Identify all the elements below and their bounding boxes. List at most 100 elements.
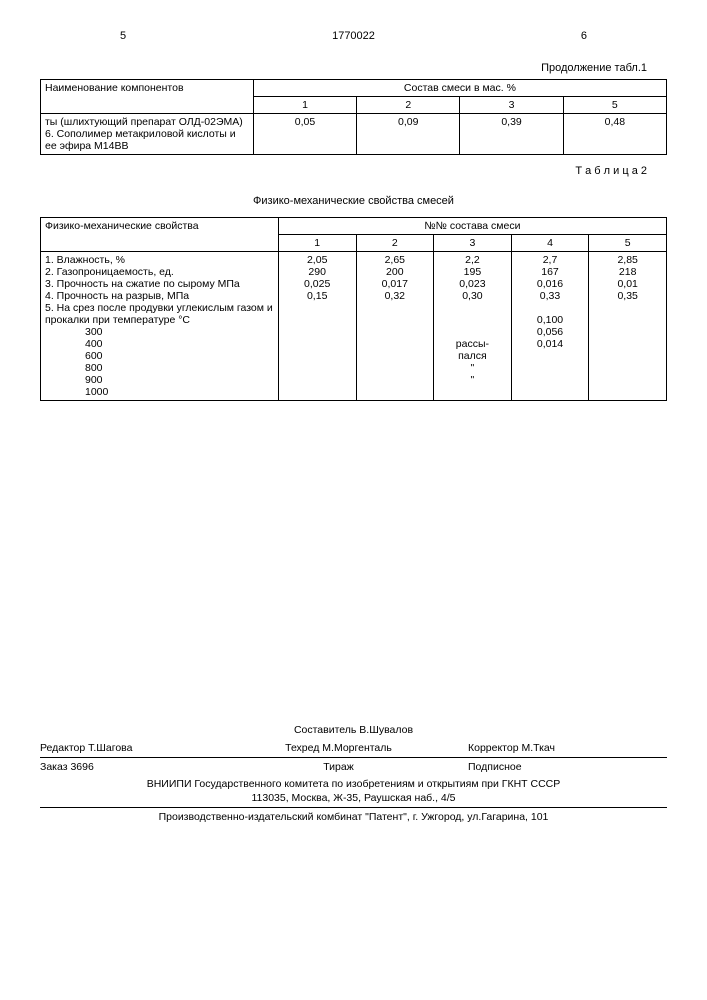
t1-cell: 0,09 <box>357 114 460 155</box>
t2-cell <box>516 362 585 374</box>
t2-cell: рассы- <box>438 338 507 350</box>
t2-names: 1. Влажность, %2. Газопроницаемость, ед.… <box>41 252 279 401</box>
tehred: Техред М.Моргенталь <box>239 742 438 754</box>
t1-col: 1 <box>253 97 356 114</box>
table-1: Наименование компонентов Состав смеси в … <box>40 79 667 155</box>
table2-title: Физико-механические свойства смесей <box>40 195 667 207</box>
table-2: Физико-механические свойства №№ состава … <box>40 217 667 401</box>
publisher: Производственно-издательский комбинат "П… <box>40 811 667 823</box>
t2-cell: 2,65 <box>361 254 430 266</box>
t2-cell <box>283 362 352 374</box>
t2-cell: 0,30 <box>438 290 507 302</box>
t2-cell: 0,023 <box>438 278 507 290</box>
t2-valcol: 2,71670,0160,33 0,1000,0560,014 <box>511 252 589 401</box>
t2-col: 3 <box>434 235 512 252</box>
t1-col: 2 <box>357 97 460 114</box>
t2-cell: " <box>438 374 507 386</box>
t2-head-name: Физико-механические свойства <box>41 218 279 252</box>
t2-cell: 0,100 <box>516 314 585 326</box>
t2-row-name: 4. Прочность на разрыв, МПа <box>45 290 274 302</box>
t2-cell <box>283 314 352 326</box>
t2-cell <box>283 374 352 386</box>
t2-cell <box>438 326 507 338</box>
t2-cell <box>361 362 430 374</box>
editor: Редактор Т.Шагова <box>40 742 239 754</box>
t2-cell: 167 <box>516 266 585 278</box>
t2-cell <box>283 338 352 350</box>
t2-col: 5 <box>589 235 667 252</box>
t2-cell <box>361 326 430 338</box>
page-header: 5 1770022 6 <box>120 30 587 42</box>
t2-row-name: 300 <box>45 326 274 338</box>
t2-row-name: 1. Влажность, % <box>45 254 274 266</box>
t2-cell <box>516 302 585 314</box>
t1-col: 5 <box>563 97 666 114</box>
t2-col: 1 <box>278 235 356 252</box>
t2-cell <box>593 362 662 374</box>
t2-cell: 0,056 <box>516 326 585 338</box>
t2-cell <box>593 314 662 326</box>
t2-cell: 0,15 <box>283 290 352 302</box>
compiler: Составитель В.Шувалов <box>249 724 458 736</box>
t2-cell: 2,7 <box>516 254 585 266</box>
t2-row-name: 800 <box>45 362 274 374</box>
t2-row-name: 5. На срез после продувки углекислым газ… <box>45 302 274 326</box>
t2-col: 4 <box>511 235 589 252</box>
t2-cell: 0,017 <box>361 278 430 290</box>
t2-cell <box>593 374 662 386</box>
t2-cell <box>361 338 430 350</box>
t2-cell: 0,32 <box>361 290 430 302</box>
t1-row-name: ты (шлихтующий препарат ОЛД-02ЭМА) 6. Со… <box>41 114 254 155</box>
t2-row-name: 2. Газопроницаемость, ед. <box>45 266 274 278</box>
footer: Составитель В.Шувалов Редактор Т.Шагова … <box>40 721 667 826</box>
t1-cell: 0,39 <box>460 114 563 155</box>
t2-cell: 0,016 <box>516 278 585 290</box>
t2-cell: 0,025 <box>283 278 352 290</box>
t2-cell <box>593 302 662 314</box>
t1-head-name: Наименование компонентов <box>41 80 254 114</box>
t2-cell: 0,35 <box>593 290 662 302</box>
table1-continuation: Продолжение табл.1 <box>40 62 647 74</box>
t2-cell: пался <box>438 350 507 362</box>
t1-cell: 0,48 <box>563 114 666 155</box>
t2-cell <box>361 350 430 362</box>
t2-valcol: 2,21950,0230,30 рассы-пался"" <box>434 252 512 401</box>
t1-col: 3 <box>460 97 563 114</box>
t2-cell: 2,2 <box>438 254 507 266</box>
t2-cell: 2,85 <box>593 254 662 266</box>
t2-cell: 0,014 <box>516 338 585 350</box>
t2-cell <box>283 326 352 338</box>
t2-cell: 200 <box>361 266 430 278</box>
corrector: Корректор М.Ткач <box>438 742 667 754</box>
t2-valcol: 2,052900,0250,15 <box>278 252 356 401</box>
t2-head-span: №№ состава смеси <box>278 218 666 235</box>
t2-row-name: 1000 <box>45 386 274 398</box>
page-left: 5 <box>120 30 126 42</box>
addr: 113035, Москва, Ж-35, Раушская наб., 4/5 <box>40 792 667 807</box>
t2-cell: 0,01 <box>593 278 662 290</box>
org: ВНИИПИ Государственного комитета по изоб… <box>40 776 667 792</box>
t1-head-span: Состав смеси в мас. % <box>253 80 666 97</box>
t2-cell: 290 <box>283 266 352 278</box>
t2-row-name: 3. Прочность на сжатие по сырому МПа <box>45 278 274 290</box>
t2-cell <box>593 350 662 362</box>
t2-cell <box>593 338 662 350</box>
t2-cell <box>438 302 507 314</box>
t2-row-name: 600 <box>45 350 274 362</box>
t2-valcol: 2,852180,010,35 <box>589 252 667 401</box>
table2-label: Т а б л и ц а 2 <box>40 165 647 177</box>
page-right: 6 <box>581 30 587 42</box>
t2-row-name: 900 <box>45 374 274 386</box>
t2-col: 2 <box>356 235 434 252</box>
t2-cell <box>283 302 352 314</box>
tirazh: Тираж <box>239 761 438 773</box>
t2-row-name: 400 <box>45 338 274 350</box>
t2-valcol: 2,652000,0170,32 <box>356 252 434 401</box>
t2-cell <box>283 350 352 362</box>
page-center: 1770022 <box>332 30 375 42</box>
t2-cell <box>593 326 662 338</box>
t2-cell: 0,33 <box>516 290 585 302</box>
t2-cell <box>516 374 585 386</box>
t2-cell: 195 <box>438 266 507 278</box>
t2-cell <box>361 374 430 386</box>
